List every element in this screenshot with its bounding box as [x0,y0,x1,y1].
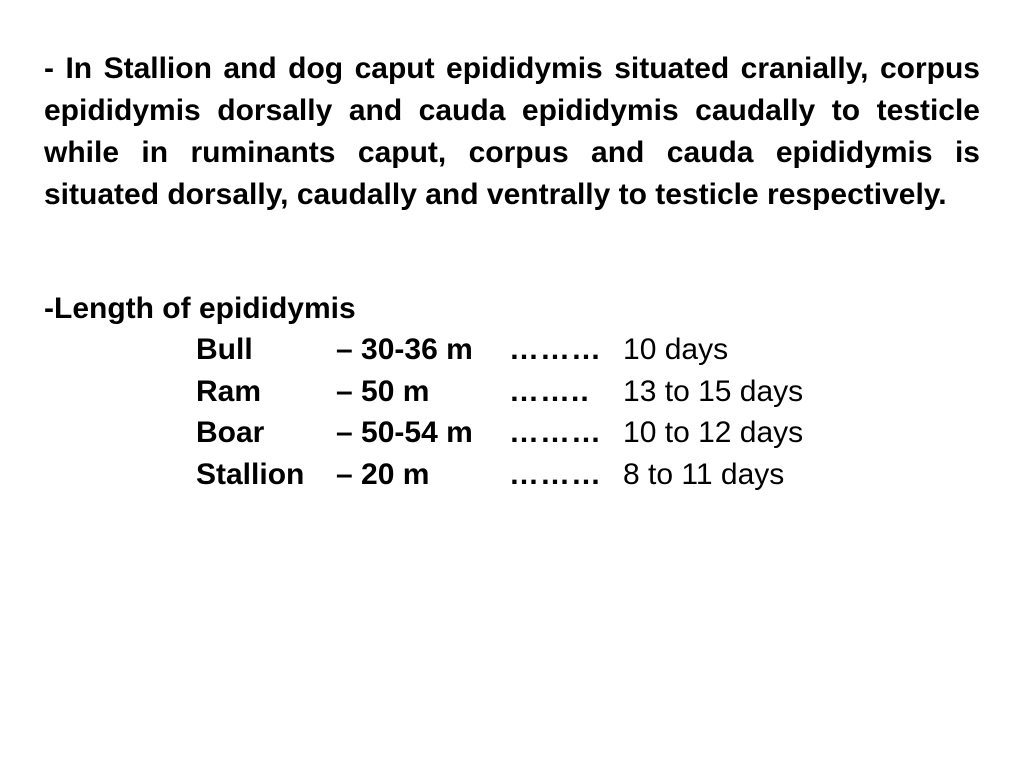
intro-paragraph: - In Stallion and dog caput epididymis s… [44,48,980,216]
length-value: 50-54 m [361,412,509,453]
dash: – [336,371,353,412]
data-row: Ram – 50 m …….. 13 to 15 days [44,371,980,412]
days-value: 8 to 11 days [623,454,784,495]
days-value: 13 to 15 days [623,371,803,412]
animal-name: Ram [196,371,336,412]
length-value: 20 m [361,454,509,495]
length-value: 50 m [361,371,509,412]
dots: …….. [509,371,623,412]
length-value: 30-36 m [361,329,509,370]
dash: – [336,329,353,370]
days-value: 10 to 12 days [623,412,803,453]
animal-name: Boar [196,412,336,453]
dash: – [336,412,353,453]
data-row: Boar – 50-54 m ……… 10 to 12 days [44,412,980,453]
days-value: 10 days [623,329,728,370]
paragraph-text: In Stallion and dog caput epididymis sit… [44,52,980,211]
dash: – [336,454,353,495]
bullet-dash: - [44,52,54,85]
dots: ……… [509,329,623,370]
animal-name: Stallion [196,454,336,495]
data-row: Stallion – 20 m ……… 8 to 11 days [44,454,980,495]
data-row: Bull – 30-36 m ……… 10 days [44,329,980,370]
dots: ……… [509,412,623,453]
section-title: -Length of epididymis [44,288,980,329]
dots: ……… [509,454,623,495]
animal-name: Bull [196,329,336,370]
